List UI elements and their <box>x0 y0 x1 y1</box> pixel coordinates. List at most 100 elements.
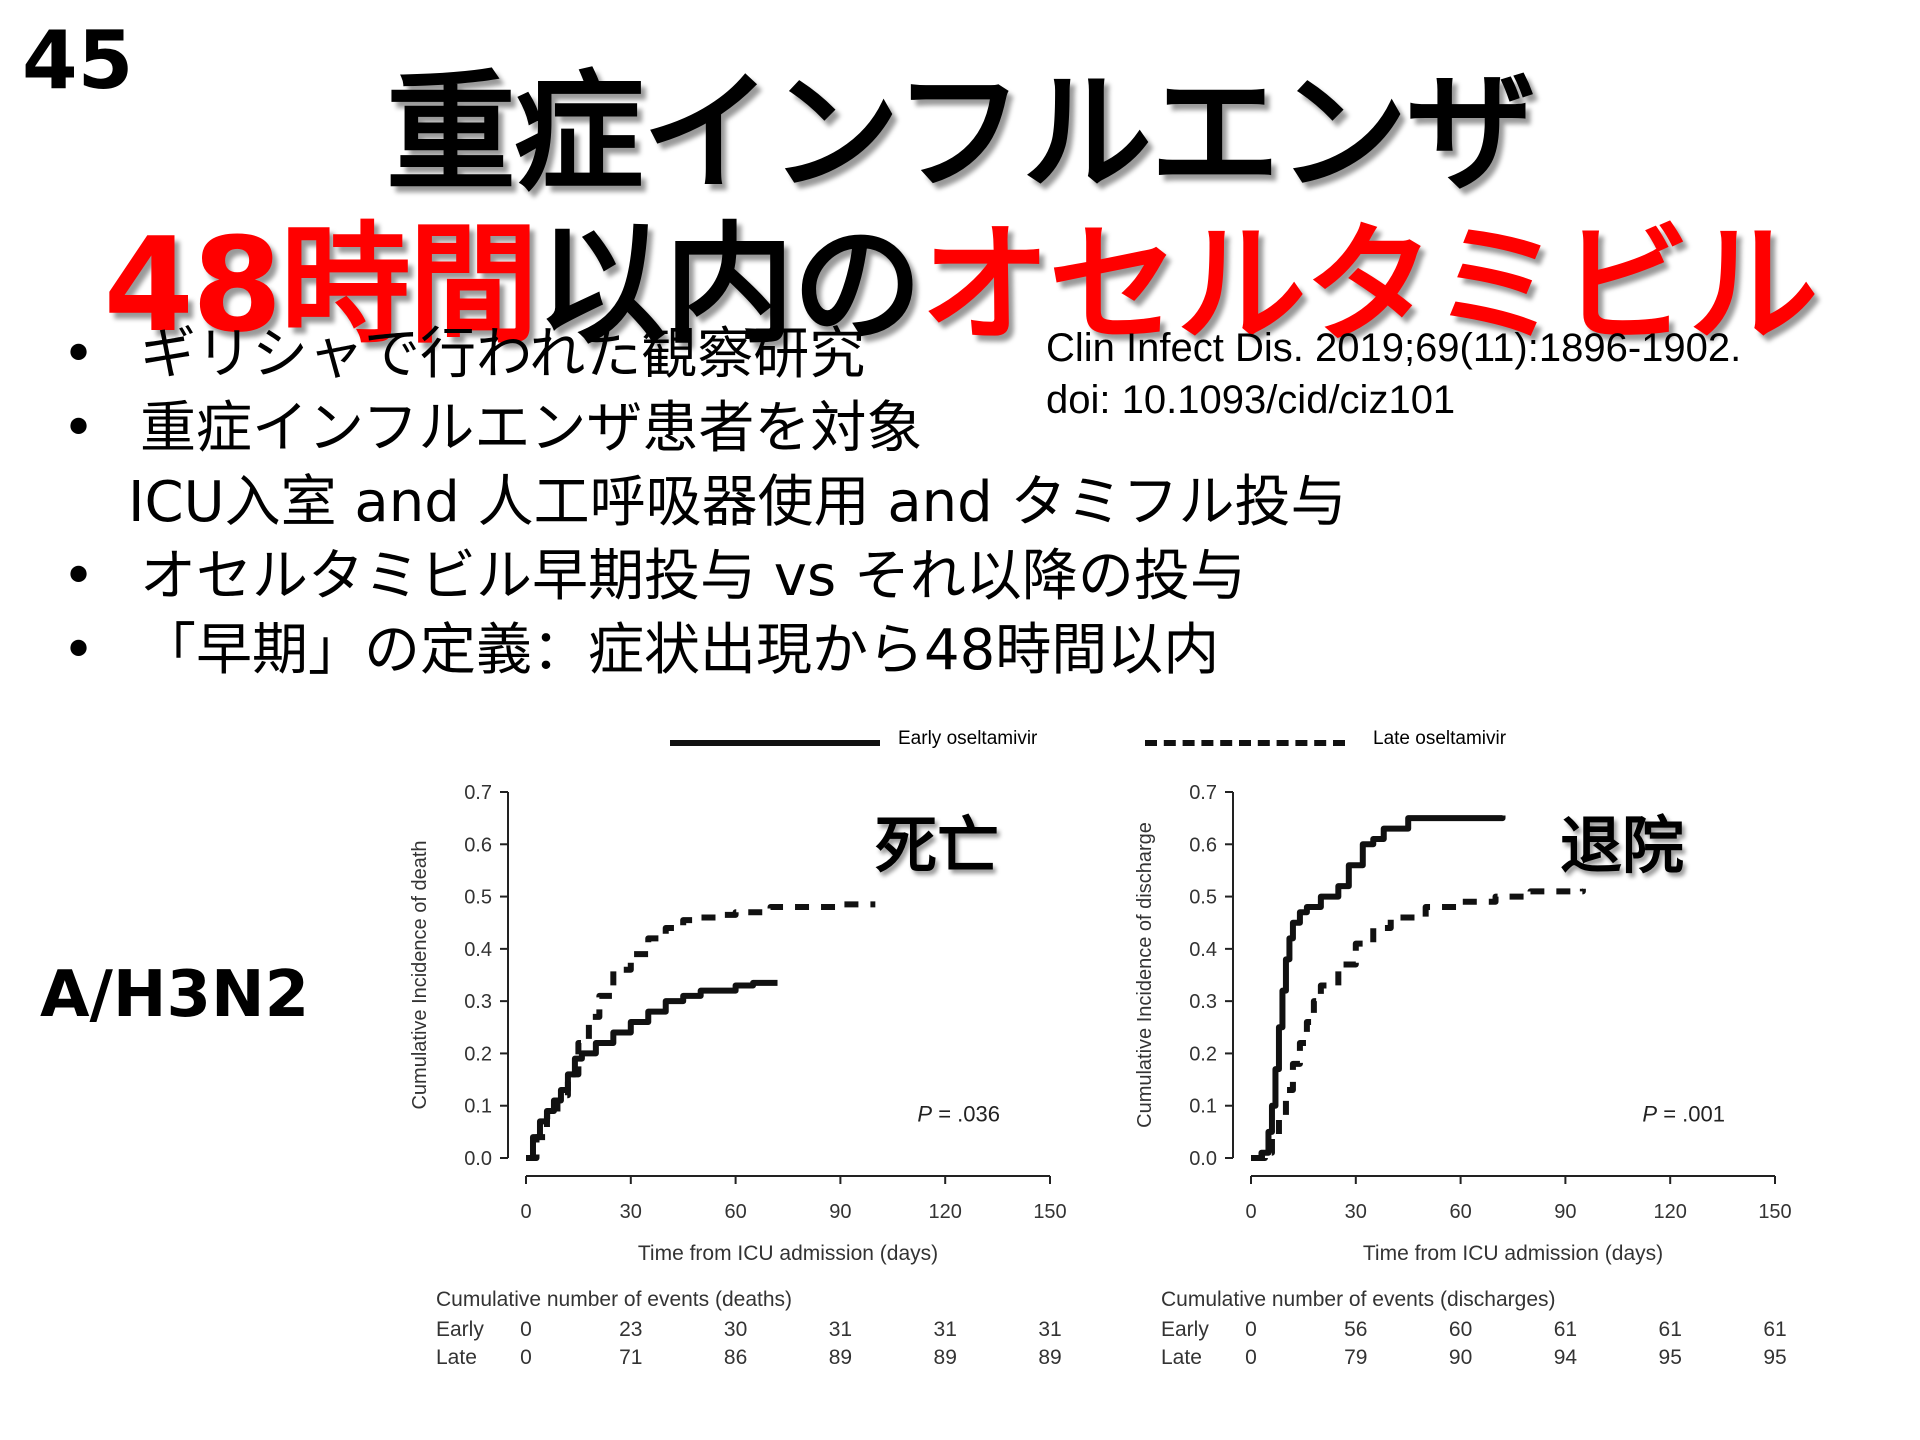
bullet-dot-icon: • <box>62 396 96 461</box>
x-tick-label: 150 <box>1033 1201 1066 1223</box>
title-48h: 48時間 <box>103 209 539 361</box>
title-oseltamivir: オセルタミビル <box>920 209 1818 361</box>
y-tick-label: 0.2 <box>1189 1043 1217 1065</box>
p-value-number: = .036 <box>932 1101 1000 1126</box>
risk-table-cell: 0 <box>520 1318 532 1341</box>
y-axis-label: Cumulative Incidence of discharge <box>1134 822 1156 1128</box>
death-annotation: 死亡 <box>875 809 1000 882</box>
y-tick-label: 0.6 <box>464 834 492 856</box>
bullet-text: ギリシャで行われた観察研究 <box>140 322 866 387</box>
bullet-list: • ギリシャで行われた観察研究 • 重症インフルエンザ患者を対象 ICU入室 and… <box>62 318 1347 688</box>
discharge-chart: 0.0 0.1 0.2 0.3 0.4 0.5 0.6 0.7 0 30 60 90 120 150 Tim… <box>1134 782 1792 1369</box>
y-tick-label: 0.5 <box>1189 887 1217 909</box>
y-tick-label: 0.7 <box>464 782 492 804</box>
death-chart: 0.0 0.1 0.2 0.3 0.4 0.5 0.6 0.7 0 30 60 90 120 150 Tim… <box>409 782 1067 1369</box>
risk-table-cell: 61 <box>1554 1318 1577 1341</box>
x-axis-label: Time from ICU admission (days) <box>638 1242 938 1265</box>
bullet-dot-icon: • <box>62 618 96 683</box>
risk-table-row-label: Late <box>1161 1346 1202 1369</box>
legend-dashed-line <box>1145 740 1345 746</box>
x-tick-label: 90 <box>829 1201 851 1223</box>
x-tick-label: 90 <box>1554 1201 1576 1223</box>
risk-table-title: Cumulative number of events (discharges) <box>1161 1288 1556 1311</box>
risk-table-cell: 94 <box>1554 1346 1578 1369</box>
risk-table-row-label: Early <box>436 1318 484 1341</box>
discharge-annotation: 退院 <box>1560 809 1685 882</box>
bullet-item: • 重症インフルエンザ患者を対象 <box>62 392 1347 466</box>
risk-table-cell: 86 <box>724 1346 747 1369</box>
risk-table-cell: 31 <box>934 1318 957 1341</box>
risk-table-cell: 89 <box>829 1346 852 1369</box>
p-value-symbol: P <box>917 1101 932 1126</box>
title-line-1: 重症インフルエンザ <box>385 57 1536 209</box>
bullet-item: • ギリシャで行われた観察研究 <box>62 318 1347 392</box>
early-series-line <box>1251 815 1506 1161</box>
x-tick-label: 30 <box>1345 1201 1367 1223</box>
risk-table-cell: 95 <box>1659 1346 1682 1369</box>
x-tick-label: 60 <box>1449 1201 1471 1223</box>
risk-table-cell: 30 <box>724 1318 747 1341</box>
risk-table-title: Cumulative number of events (deaths) <box>436 1288 792 1311</box>
risk-table-cell: 89 <box>934 1346 957 1369</box>
y-tick-label: 0.0 <box>464 1148 492 1170</box>
x-tick-label: 120 <box>929 1201 962 1223</box>
x-tick-label: 0 <box>520 1201 531 1223</box>
y-tick-label: 0.6 <box>1189 834 1217 856</box>
y-tick-label: 0.7 <box>1189 782 1217 804</box>
p-value-number: = .001 <box>1657 1101 1725 1126</box>
y-tick-label: 0.3 <box>464 991 492 1013</box>
risk-table-row-label: Early <box>1161 1318 1209 1341</box>
risk-table-cell: 95 <box>1763 1346 1786 1369</box>
x-tick-label: 150 <box>1758 1201 1791 1223</box>
citation-doi: doi: 10.1093/cid/ciz101 <box>1046 378 1456 422</box>
virus-subtype-label: A/H3N2 <box>40 958 310 1032</box>
y-tick-label: 0.2 <box>464 1043 492 1065</box>
chart-legend: Early oseltamivir Late oseltamivir <box>0 726 1920 756</box>
risk-table-cell: 31 <box>829 1318 852 1341</box>
risk-table-cell: 31 <box>1038 1318 1061 1341</box>
early-series-line <box>526 979 778 1161</box>
x-tick-label: 60 <box>724 1201 746 1223</box>
p-value-symbol: P <box>1642 1101 1657 1126</box>
y-tick-label: 0.1 <box>1189 1096 1217 1118</box>
y-tick-label: 0.1 <box>464 1096 492 1118</box>
y-tick-label: 0.5 <box>464 887 492 909</box>
bullet-dot-icon: • <box>62 322 96 387</box>
y-tick-label: 0.0 <box>1189 1148 1217 1170</box>
risk-table-cell: 61 <box>1763 1318 1786 1341</box>
x-axis-label: Time from ICU admission (days) <box>1363 1242 1663 1265</box>
bullet-text: 重症インフルエンザ患者を対象 <box>140 396 923 461</box>
title-line-2: 48時間以内のオセルタミビル <box>0 180 1920 368</box>
y-tick-label: 0.3 <box>1189 991 1217 1013</box>
slide-number: 45 <box>22 14 134 107</box>
y-tick-label: 0.4 <box>464 939 492 961</box>
risk-table-cell: 23 <box>619 1318 642 1341</box>
risk-table-cell: 0 <box>520 1346 532 1369</box>
bullet-continuation: ICU入室 and 人工呼吸器使用 and タミフル投与 <box>128 470 1347 535</box>
y-tick-label: 0.4 <box>1189 939 1217 961</box>
risk-table-cell: 61 <box>1659 1318 1682 1341</box>
title-within: 以内の <box>536 209 922 361</box>
p-value-text: P = .001 <box>1642 1101 1725 1126</box>
risk-table-cell: 90 <box>1449 1346 1472 1369</box>
risk-table-cell: 89 <box>1038 1346 1061 1369</box>
bullet-dot-icon: • <box>62 544 96 609</box>
risk-table-cell: 0 <box>1245 1318 1257 1341</box>
legend-late-label: Late oseltamivir <box>1373 728 1507 749</box>
late-series-line <box>1251 888 1586 1161</box>
citation: Clin Infect Dis. 2019;69(11):1896-1902. … <box>1046 322 1741 426</box>
risk-table-cell: 71 <box>619 1346 642 1369</box>
bullet-text: オセルタミビル早期投与 vs それ以降の投与 <box>140 544 1246 609</box>
y-axis-label: Cumulative Incidence of death <box>409 840 431 1109</box>
x-tick-label: 120 <box>1654 1201 1687 1223</box>
risk-table-cell: 60 <box>1449 1318 1472 1341</box>
late-series-line <box>526 901 876 1161</box>
x-tick-label: 0 <box>1245 1201 1256 1223</box>
bullet-text: 「早期」の定義：症状出現から48時間以内 <box>140 618 1220 683</box>
bullet-item: • オセルタミビル早期投与 vs それ以降の投与 <box>62 540 1347 614</box>
risk-table-cell: 0 <box>1245 1346 1257 1369</box>
p-value-text: P = .036 <box>917 1101 1000 1126</box>
risk-table-cell: 79 <box>1344 1346 1367 1369</box>
x-tick-label: 30 <box>620 1201 642 1223</box>
risk-table-row-label: Late <box>436 1346 477 1369</box>
